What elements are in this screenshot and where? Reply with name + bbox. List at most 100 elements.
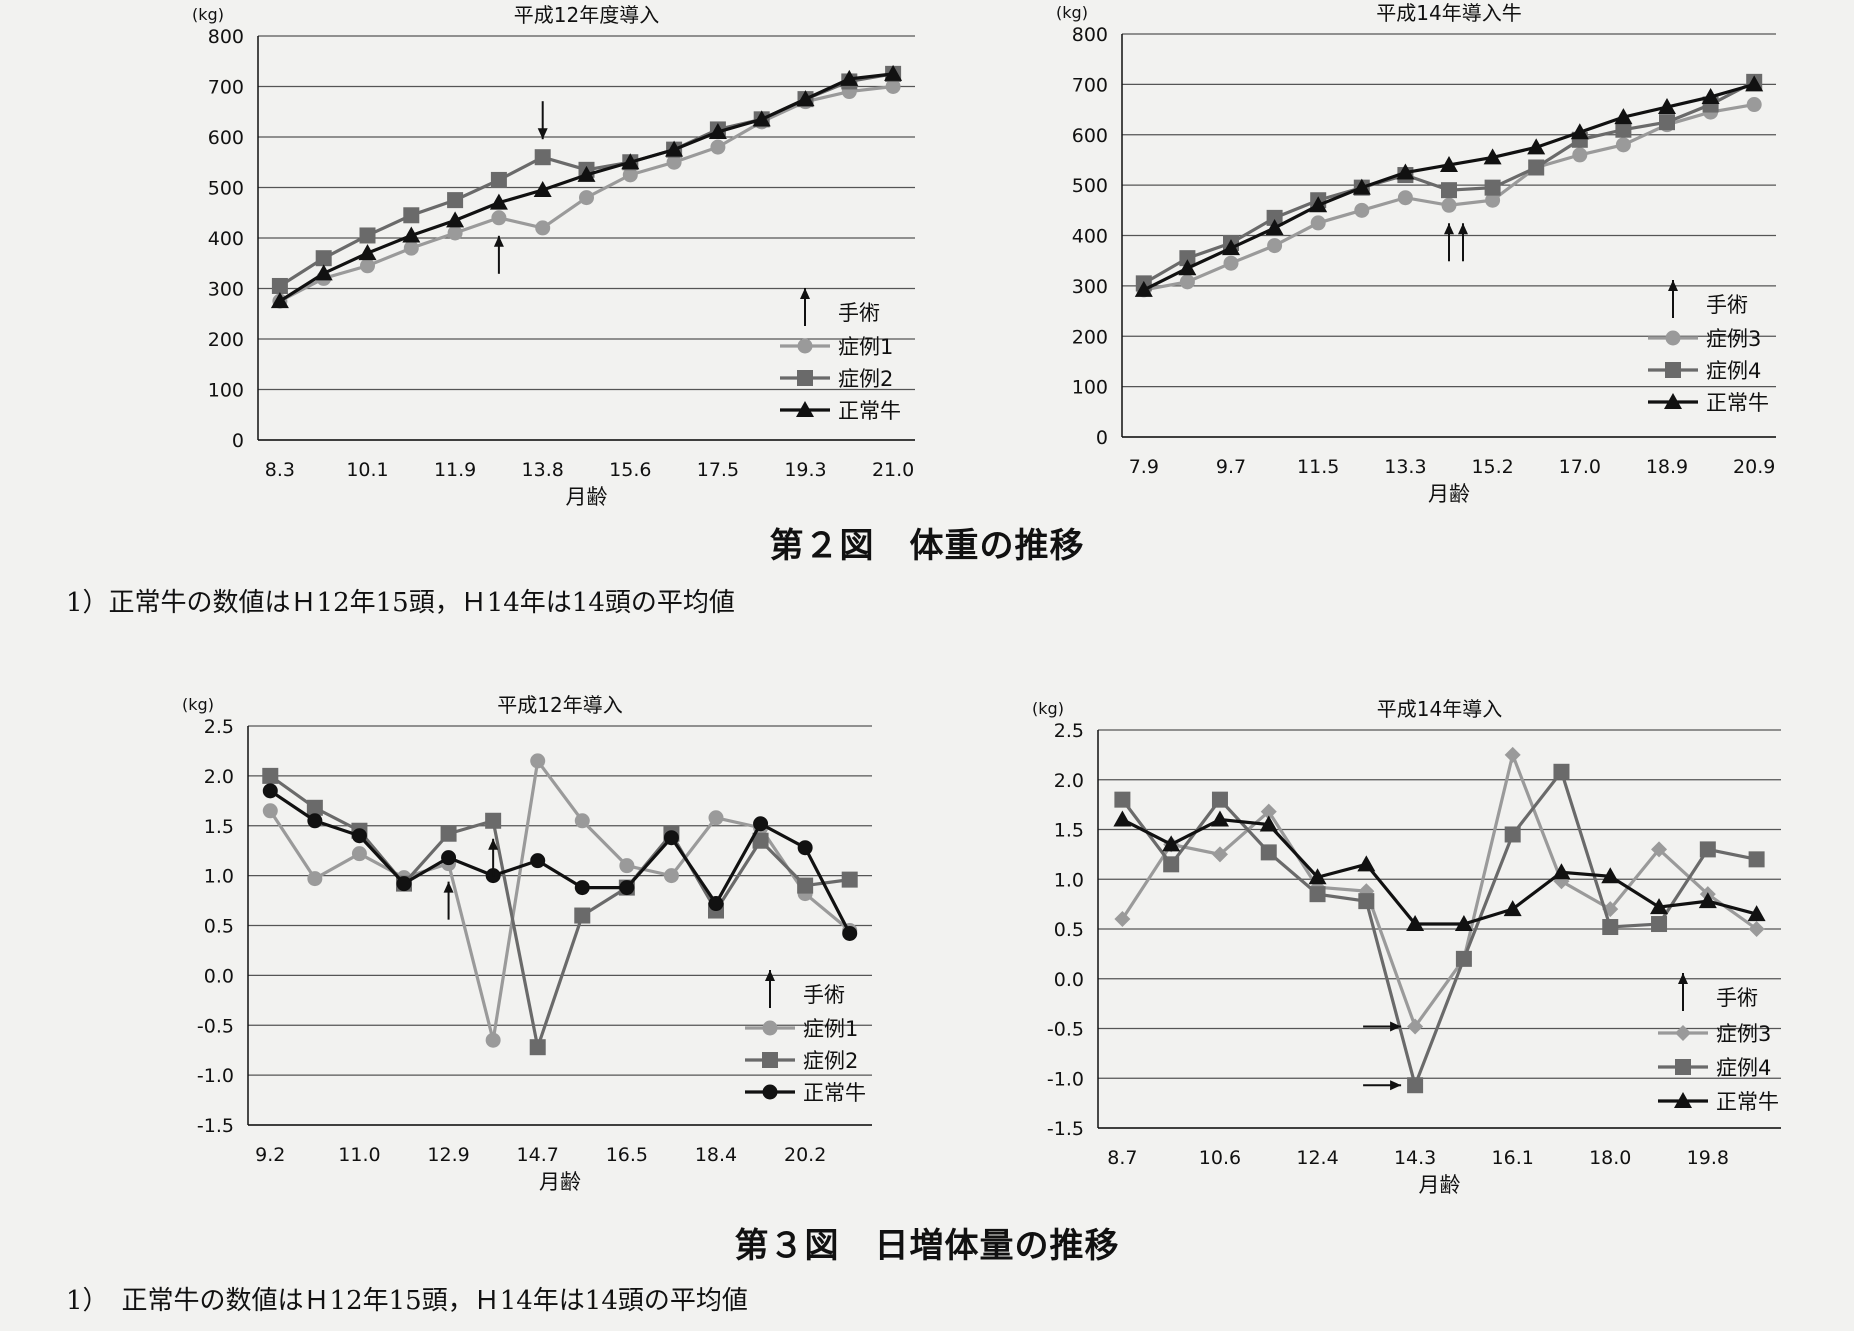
x-tick-label: 11.0 (338, 1144, 380, 1166)
y-unit-label: (kg) (1032, 699, 1064, 718)
series-正常牛 (1134, 75, 1764, 297)
y-tick-label: 1.5 (204, 816, 234, 838)
x-axis-label: 月齢 (1419, 1173, 1461, 1197)
chart-3: -1.5 -1.0 -0.5 0.0 0.5 1.0 1.5 2.0 2.5 平成12年導入 (kg… (182, 693, 872, 1194)
y-tick-label: 500 (1072, 175, 1108, 197)
legend-surgery-label: 手術 (1706, 293, 1748, 317)
data-point (1114, 791, 1131, 808)
data-point (1614, 108, 1633, 125)
legend-surgery-label: 手術 (803, 983, 845, 1007)
data-point (1699, 841, 1716, 858)
data-point (753, 816, 769, 832)
y-tick-label: 2.0 (1054, 770, 1084, 792)
data-point (1658, 98, 1676, 115)
data-point (359, 227, 376, 244)
data-point (1211, 791, 1228, 808)
data-point (1134, 280, 1153, 297)
data-point (708, 896, 724, 912)
data-point (1615, 137, 1631, 153)
figure2-note: 1）正常牛の数値はＨ12年15頭，Ｈ14年は14頭の平均値 (66, 588, 735, 618)
x-tick-label: 11.5 (1297, 456, 1339, 478)
data-point (441, 850, 457, 866)
data-point (1746, 97, 1762, 113)
y-unit-label: (kg) (192, 5, 224, 24)
data-point (1357, 855, 1376, 872)
data-point (1484, 179, 1501, 196)
legend-label: 症例4 (1706, 359, 1761, 383)
data-point (1748, 851, 1765, 868)
legend-label: 症例3 (1706, 327, 1761, 351)
data-point (1309, 886, 1326, 903)
surgery-arrow (443, 881, 454, 920)
data-point (1265, 218, 1284, 235)
series-line (269, 789, 852, 935)
y-tick-label: 200 (1072, 326, 1108, 348)
x-axis-label: 月齢 (566, 485, 608, 509)
surgery-arrow (1363, 1080, 1402, 1091)
legend-surgery-arrow (1678, 973, 1688, 1011)
legend-label: 正常牛 (1716, 1090, 1779, 1114)
data-point (1748, 921, 1765, 937)
legend-surgery-label: 手術 (1716, 986, 1758, 1010)
legend-marker (1665, 330, 1681, 346)
surgery-arrow (1444, 223, 1454, 262)
arrow-head (800, 288, 810, 299)
series-症例4 (1114, 763, 1765, 1094)
x-tick-label: 17.5 (697, 459, 739, 481)
arrow-head (493, 235, 504, 247)
surgery-arrow (493, 235, 504, 274)
data-point (1602, 919, 1619, 936)
chart-2: 0 100 200 300 400 500 600 700 800 平成14年導入牛 (kg) 7.9… (1056, 1, 1776, 506)
data-point (1407, 1018, 1424, 1035)
x-tick-label: 9.2 (255, 1144, 285, 1166)
legend-marker (1674, 1092, 1692, 1108)
x-tick-label: 18.0 (1589, 1147, 1631, 1169)
series-症例1 (262, 753, 858, 1048)
data-point (403, 240, 419, 256)
data-point (752, 832, 769, 849)
data-point (1260, 803, 1277, 820)
data-point (262, 767, 279, 784)
data-point (1504, 746, 1521, 763)
data-point (1698, 892, 1717, 909)
data-point (619, 858, 635, 874)
data-point (1113, 810, 1132, 827)
data-point (1570, 123, 1589, 140)
series-症例1 (272, 79, 901, 309)
data-point (1352, 178, 1371, 195)
data-point (1178, 259, 1197, 276)
data-point (307, 813, 323, 829)
legend-marker (1675, 1059, 1691, 1075)
y-tick-label: -1.0 (197, 1065, 234, 1087)
data-point (534, 149, 551, 166)
data-point (307, 871, 323, 887)
x-tick-label: 15.6 (609, 459, 651, 481)
data-point (530, 853, 546, 869)
x-axis-label: 月齢 (539, 1170, 581, 1194)
legend-label: 正常牛 (838, 399, 901, 423)
legend-marker (797, 338, 813, 354)
data-point (1650, 898, 1669, 915)
data-point (530, 753, 546, 769)
data-point (1179, 274, 1195, 290)
legend-marker (762, 1020, 778, 1036)
data-point (1504, 826, 1521, 843)
legend-label: 症例1 (838, 335, 893, 359)
y-tick-label: 700 (1072, 74, 1108, 96)
y-tick-label: -1.5 (197, 1115, 234, 1137)
data-point (579, 190, 594, 206)
y-unit-label: (kg) (182, 695, 214, 714)
data-point (1396, 163, 1415, 180)
data-point (1745, 75, 1764, 92)
legend-surgery-arrow (800, 288, 810, 326)
x-tick-label: 20.9 (1733, 456, 1775, 478)
data-point (710, 139, 726, 155)
y-tick-label: 1.5 (1054, 820, 1084, 842)
data-point (490, 171, 507, 188)
surgery-arrow (1458, 223, 1468, 262)
data-point (315, 250, 332, 267)
data-point (752, 110, 771, 127)
